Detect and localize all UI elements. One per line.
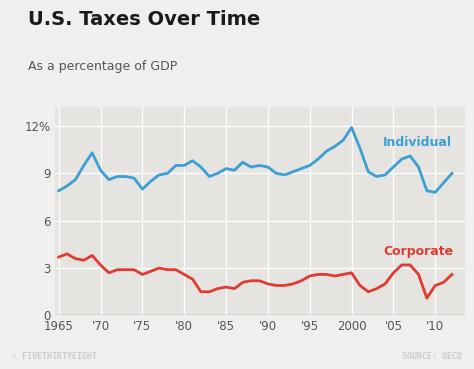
Text: U.S. Taxes Over Time: U.S. Taxes Over Time (28, 10, 261, 29)
Text: SOURCE: OECD: SOURCE: OECD (402, 352, 462, 361)
Text: ✓ FIVETHIRTYEIGHT: ✓ FIVETHIRTYEIGHT (12, 352, 97, 361)
Text: As a percentage of GDP: As a percentage of GDP (28, 60, 178, 73)
Text: Individual: Individual (383, 136, 452, 149)
Text: Corporate: Corporate (383, 245, 454, 258)
